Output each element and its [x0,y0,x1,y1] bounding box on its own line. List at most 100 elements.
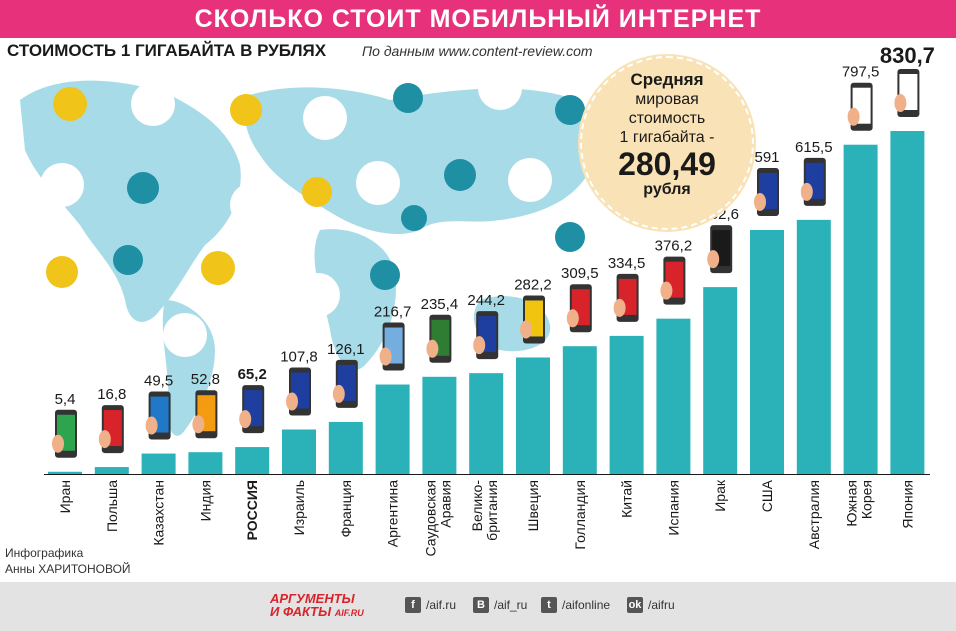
value-label-10: 282,2 [514,276,552,293]
bar-8 [422,376,457,474]
world-map-illustration [20,66,600,436]
bar-3 [188,452,223,474]
hand-icon-15 [754,192,766,211]
value-label-1: 16,8 [97,386,126,403]
category-label-15: США [759,479,775,512]
bar-9 [469,373,504,474]
value-label-4: 65,2 [238,366,267,383]
category-label-13: Испания [665,480,681,536]
category-label-8: СаудовскаяАравия [422,480,453,556]
bar-0 [48,471,82,474]
logo-domain: AIF.RU [334,608,364,618]
social-facebook[interactable]: f /aif.ru [405,597,456,613]
hand-icon-8 [426,339,439,358]
bar-13 [656,318,691,474]
hand-icon-12 [613,298,626,317]
average-description: мировая стоимость 1 гигабайта - [582,90,752,147]
bar-18 [890,131,925,474]
value-label-0: 5,4 [55,391,76,408]
logo-line-2: И ФАКТЫ AIF.RU [270,604,364,619]
bar-16 [796,219,831,474]
bar-15 [750,229,784,474]
hand-icon-10 [520,320,532,339]
aif-logo[interactable]: АРГУМЕНТЫ И ФАКТЫ AIF.RU [270,592,364,620]
bar-12 [609,335,644,474]
bar-7 [375,384,410,474]
category-label-16: Австралия [806,480,822,549]
average-line-1: мировая [635,91,699,108]
bar-10 [516,357,550,474]
bar-5 [282,429,316,474]
average-title: Средняя [630,70,704,89]
social-odnoklassniki-text: /aifru [648,598,675,612]
infographic-credit: Инфографика Анны ХАРИТОНОВОЙ [5,545,155,577]
hand-icon-5 [286,392,298,411]
hand-icon-0 [52,434,64,453]
social-twitter[interactable]: t /aifonline [541,597,610,613]
category-label-17: ЮжнаяКорея [844,480,875,527]
value-label-3: 52,8 [191,371,220,388]
bar-chart: 5,4 Иран 16,8 Польша 49,5 Казахстан 52,8 Индия 6… [20,43,935,556]
facebook-icon: f [405,597,421,613]
average-unit: рубля [643,181,691,198]
hand-icon-1 [98,430,111,449]
value-label-2: 49,5 [144,373,173,390]
bar-6 [328,421,363,474]
hand-icon-14 [707,250,720,269]
hand-icon-2 [145,416,158,435]
credit-line-1: Инфографика [5,546,84,560]
value-label-16: 615,5 [795,139,833,156]
bar-1 [94,467,129,474]
average-line-3: 1 гигабайта - [619,129,715,146]
bar-14 [703,287,738,474]
category-label-18: Япония [899,480,915,529]
value-label-18: 830,7 [880,43,935,68]
hand-icon-9 [473,336,486,355]
category-label-14: Ирак [712,479,728,512]
value-label-13: 376,2 [655,238,693,255]
social-vk[interactable]: B /aif_ru [473,597,527,613]
category-label-4: РОССИЯ [244,480,260,540]
credit-line-2: Анны ХАРИТОНОВОЙ [5,562,131,576]
value-label-8: 235,4 [421,296,459,313]
source-note: По данным www.content-review.com [362,43,593,59]
category-label-3: Индия [197,480,213,521]
bar-2 [141,453,176,474]
category-label-2: Казахстан [151,480,167,546]
social-twitter-text: /aifonline [562,598,611,612]
vk-icon: B [473,597,489,613]
value-label-17: 797,5 [842,64,880,81]
average-value: 280,49 [618,146,716,182]
footer: АРГУМЕНТЫ И ФАКТЫ AIF.RU f /aif.ru B /ai… [0,582,956,631]
average-line-2: стоимость [628,110,706,127]
hand-icon-18 [894,94,907,112]
category-label-11: Голландия [572,480,588,550]
average-cost-callout: Средняя мировая стоимость 1 гигабайта - … [580,56,754,230]
bar-4 [235,447,270,474]
hand-icon-3 [192,415,205,434]
value-label-6: 126,1 [327,341,365,358]
category-label-9: Велико-британия [469,480,500,541]
value-label-7: 216,7 [374,304,412,321]
value-label-5: 107,8 [280,348,318,365]
social-odnoklassniki[interactable]: ok /aifru [627,597,675,613]
logo-line-1: АРГУМЕНТЫ [270,591,355,606]
value-label-11: 309,5 [561,265,599,282]
category-label-5: Израиль [291,480,307,535]
category-label-7: Аргентина [385,480,401,547]
twitter-icon: t [541,597,557,613]
hand-icon-4 [239,410,252,429]
category-label-6: Франция [338,480,354,537]
hand-icon-13 [660,281,673,300]
category-label-10: Швеция [525,480,541,531]
category-label-0: Иран [57,480,73,513]
hand-icon-7 [379,347,392,366]
bar-17 [843,144,878,474]
value-label-9: 244,2 [467,292,505,309]
hand-icon-6 [332,384,345,403]
social-facebook-text: /aif.ru [426,598,457,612]
category-label-1: Польша [104,480,120,532]
hand-icon-11 [566,309,579,328]
chart-subtitle: СТОИМОСТЬ 1 ГИГАБАЙТА В РУБЛЯХ [7,41,327,60]
hand-icon-17 [847,107,860,126]
